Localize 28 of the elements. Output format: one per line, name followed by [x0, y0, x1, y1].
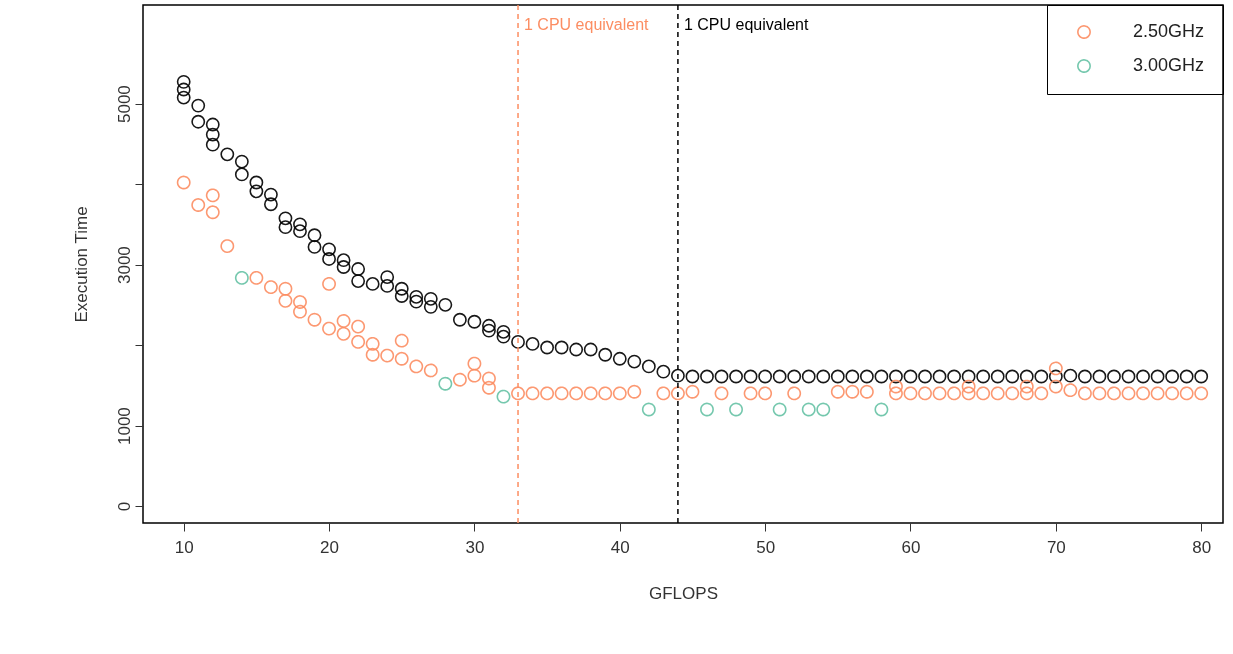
legend-label: 2.50GHz: [1133, 21, 1205, 41]
x-tick-label: 50: [756, 537, 776, 557]
ref-line-label: 1 CPU equivalent: [683, 16, 809, 33]
y-tick-label: 5000: [114, 85, 134, 124]
point: [816, 402, 831, 417]
y-tick-label: 0: [114, 501, 134, 512]
x-tick-label: 40: [610, 537, 630, 557]
x-tick-label: 80: [1192, 537, 1212, 557]
point: [234, 270, 249, 285]
y-tick-label: 1000: [114, 407, 134, 446]
point: [772, 402, 787, 417]
point: [700, 402, 714, 417]
point: [874, 402, 889, 417]
point: [801, 402, 816, 417]
point: [641, 402, 656, 417]
point: [496, 389, 511, 404]
x-tick-label: 30: [465, 537, 485, 557]
x-tick-label: 10: [174, 537, 194, 557]
point: [438, 376, 453, 391]
point: [729, 402, 743, 417]
x-axis-title: GFLOPS: [649, 583, 718, 603]
x-tick-label: 20: [320, 537, 340, 557]
x-tick-label: 70: [1046, 537, 1066, 557]
y-axis-title: Execution Time: [71, 206, 91, 323]
ref-line-label: 1 CPU equivalent: [524, 16, 650, 33]
x-tick-label: 60: [901, 537, 921, 557]
y-tick-label: 3000: [114, 246, 134, 285]
legend-label: 3.00GHz: [1133, 55, 1205, 75]
